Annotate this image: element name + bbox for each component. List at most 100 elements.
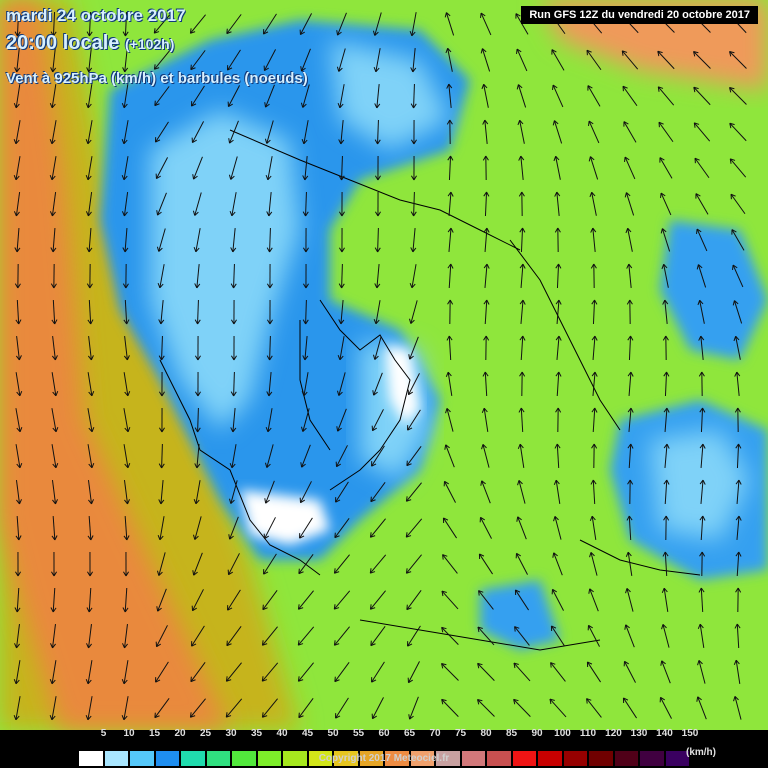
wind-arrow (626, 299, 633, 325)
wind-arrow (373, 300, 381, 325)
wind-arrow (477, 699, 495, 717)
wind-arrow (155, 157, 169, 180)
wind-arrow (443, 480, 456, 503)
wind-arrow (447, 263, 454, 289)
wind-arrow (299, 517, 313, 539)
wind-arrow (699, 443, 706, 469)
wind-arrow (405, 518, 423, 538)
wind-arrow (261, 698, 278, 718)
legend-tick: 40 (276, 728, 288, 739)
wind-arrow (50, 227, 57, 253)
wind-arrow (300, 48, 311, 72)
wind-arrow (87, 515, 94, 541)
wind-arrow (121, 660, 129, 685)
wind-arrow (696, 228, 708, 252)
wind-arrow (334, 662, 350, 683)
wind-arrow (627, 335, 634, 361)
wind-arrow (591, 371, 598, 396)
wind-arrow (447, 227, 454, 252)
wind-arrow (553, 479, 561, 504)
wind-arrow (555, 263, 562, 289)
legend-tick: 120 (605, 728, 622, 739)
wind-arrows (13, 11, 747, 721)
wind-arrow (51, 551, 58, 577)
coastline (229, 129, 521, 251)
wind-arrow (266, 299, 273, 325)
wind-arrow (338, 155, 345, 181)
legend-tick: 100 (554, 728, 571, 739)
wind-arrow (51, 408, 59, 433)
wind-arrow (591, 335, 598, 361)
wind-arrow (662, 299, 669, 324)
run-label: Run GFS 12Z du vendredi 20 octobre 2017 (521, 6, 758, 24)
wind-arrow (477, 662, 495, 681)
wind-arrow (519, 227, 526, 253)
wind-arrow (49, 84, 57, 109)
wind-arrow (86, 263, 93, 289)
wind-arrow (300, 408, 310, 432)
wind-arrow (624, 192, 635, 216)
wind-arrow (370, 482, 386, 503)
wind-arrow (478, 553, 493, 575)
wind-arrow (627, 443, 634, 469)
wind-arrow (13, 660, 21, 685)
wind-arrow (517, 480, 526, 504)
wind-arrow (298, 698, 314, 719)
wind-arrow (553, 516, 562, 540)
wind-arrow (554, 227, 561, 253)
wind-arrow (193, 228, 201, 253)
wind-arrow (441, 663, 459, 681)
wind-arrow (407, 373, 420, 396)
wind-arrow (299, 13, 313, 36)
legend-swatch (129, 750, 155, 767)
legend-swatch (154, 750, 180, 767)
wind-arrow (50, 624, 57, 649)
wind-arrow (226, 14, 242, 35)
wind-arrow (86, 227, 93, 253)
legend-swatch (435, 750, 461, 767)
wind-arrow (660, 228, 671, 252)
wind-arrow (302, 263, 309, 289)
wind-arrow (374, 84, 381, 109)
legend-tick: 20 (174, 728, 186, 739)
wind-arrow (517, 119, 525, 144)
wind-arrow (50, 11, 57, 37)
wind-arrow (374, 227, 381, 253)
wind-arrow (14, 587, 21, 613)
wind-arrow (698, 335, 705, 360)
wind-arrow (190, 50, 206, 71)
map-time-title: 20:00 locale (+102h) (6, 32, 174, 55)
wind-arrow (51, 372, 59, 397)
color-legend: 5 10 15 20 25 30 35 40 45 50 55 60 65 70 75 80 85 90 100 11… (0, 728, 768, 768)
wind-arrow (49, 696, 57, 721)
wind-arrow (369, 590, 386, 610)
wind-arrow (590, 227, 597, 252)
wind-arrow (123, 444, 131, 469)
wind-arrow (51, 336, 58, 361)
wind-arrow (190, 662, 206, 683)
legend-swatch (78, 750, 104, 767)
wind-arrow (409, 264, 417, 289)
legend-swatch (486, 750, 512, 767)
wind-arrow (518, 191, 525, 217)
wind-arrow (519, 299, 526, 324)
wind-arrow (483, 191, 490, 217)
wind-arrow (87, 299, 94, 325)
legend-tick: 85 (505, 728, 518, 739)
wind-arrow (299, 481, 312, 504)
wind-arrow (153, 50, 170, 70)
wind-arrow (408, 696, 419, 720)
wind-arrow (333, 590, 351, 610)
wind-arrow (444, 444, 455, 468)
legend-tick: 90 (531, 728, 543, 739)
wind-arrow (15, 551, 22, 577)
forecast-hour-label: (+102h) (124, 36, 175, 52)
wind-arrow (552, 84, 564, 108)
wind-arrow (481, 407, 489, 432)
wind-map (0, 0, 768, 730)
wind-arrow (441, 590, 459, 610)
legend-tick: 65 (403, 728, 416, 739)
wind-arrow (661, 263, 669, 288)
wind-arrow (481, 444, 490, 468)
